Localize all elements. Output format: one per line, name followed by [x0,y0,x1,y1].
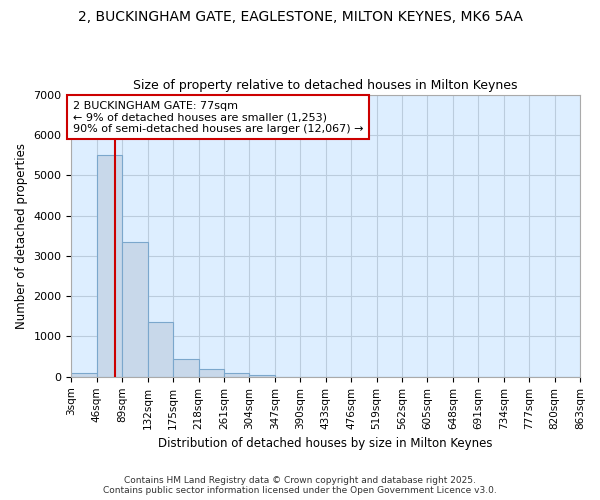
Bar [199,369,224,377]
Bar [250,375,275,377]
Title: Size of property relative to detached houses in Milton Keynes: Size of property relative to detached ho… [133,79,518,92]
Bar [173,358,199,377]
Y-axis label: Number of detached properties: Number of detached properties [15,142,28,328]
Bar [224,373,250,377]
Text: 2, BUCKINGHAM GATE, EAGLESTONE, MILTON KEYNES, MK6 5AA: 2, BUCKINGHAM GATE, EAGLESTONE, MILTON K… [77,10,523,24]
Bar [97,155,122,377]
Text: Contains HM Land Registry data © Crown copyright and database right 2025.
Contai: Contains HM Land Registry data © Crown c… [103,476,497,495]
X-axis label: Distribution of detached houses by size in Milton Keynes: Distribution of detached houses by size … [158,437,493,450]
Bar [71,373,97,377]
Bar [122,242,148,377]
Text: 2 BUCKINGHAM GATE: 77sqm
← 9% of detached houses are smaller (1,253)
90% of semi: 2 BUCKINGHAM GATE: 77sqm ← 9% of detache… [73,100,363,134]
Bar [148,322,173,377]
